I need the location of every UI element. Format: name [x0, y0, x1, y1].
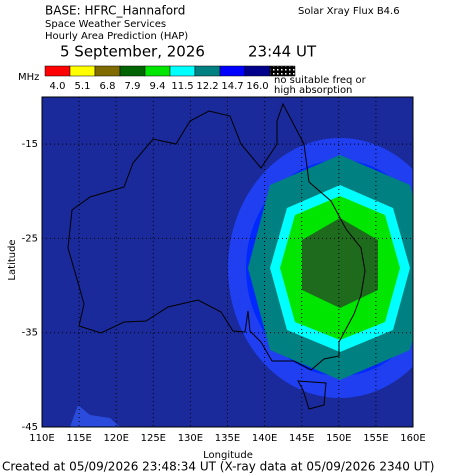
x-tick-label: 155E — [363, 433, 388, 444]
x-tick-label: 130E — [178, 433, 203, 444]
legend-swatch — [194, 65, 221, 77]
contour — [302, 218, 378, 308]
legend-swatch — [219, 65, 246, 77]
y-tick-label: -45 — [22, 422, 38, 433]
x-tick-label: 150E — [326, 433, 351, 444]
legend-label: 16.0 — [246, 81, 268, 92]
time: 23:44 UT — [248, 43, 317, 61]
x-tick-label: 125E — [141, 433, 166, 444]
contour — [70, 405, 120, 427]
legend-swatch — [144, 65, 171, 77]
y-tick-label: -25 — [22, 233, 38, 244]
x-tick-label: 145E — [289, 433, 314, 444]
y-tick-label: -35 — [22, 328, 38, 339]
x-tick-label: 120E — [103, 433, 128, 444]
legend-label: 9.4 — [150, 81, 166, 92]
x-tick-label: 135E — [215, 433, 240, 444]
legend-label: 14.7 — [221, 81, 243, 92]
xray-flux: Solar Xray Flux B4.6 — [298, 6, 400, 17]
legend-label: 12.2 — [196, 81, 218, 92]
x-tick-label: 115E — [66, 433, 91, 444]
legend-label: 5.1 — [75, 81, 91, 92]
product-name: Hourly Area Prediction (HAP) — [45, 31, 188, 42]
x-tick-label: 110E — [29, 433, 54, 444]
legend-swatch — [69, 65, 96, 77]
map-area — [42, 97, 413, 427]
coastline — [297, 380, 327, 410]
y-axis-label: Latitude — [7, 239, 18, 280]
legend-label: 7.9 — [125, 81, 141, 92]
legend-label: 4.0 — [50, 81, 66, 92]
legend-note: no suitable freq or — [274, 75, 367, 86]
x-tick-label: 140E — [252, 433, 277, 444]
x-axis-label: Longitude — [203, 450, 253, 461]
base-station: BASE: HFRC_Hannaford — [45, 4, 185, 18]
legend: 4.0 5.1 6.8 7.9 9.4 11.5 12.2 14.7 16.0 — [44, 65, 296, 92]
legend-label: 11.5 — [171, 81, 193, 92]
legend-swatch — [94, 65, 121, 77]
grid: 110E 115E 120E 125E 130E 135E 140E 145E 150E 155E… — [22, 97, 426, 444]
legend-unit: MHz — [18, 72, 39, 83]
service-name: Space Weather Services — [45, 19, 166, 30]
coastline — [67, 102, 366, 371]
legend-swatch — [44, 65, 71, 77]
date: 5 September, 2026 — [60, 43, 205, 61]
legend-note: high absorption — [274, 85, 352, 96]
legend-swatch — [269, 65, 296, 77]
y-tick-label: -15 — [22, 139, 38, 150]
legend-swatch — [244, 65, 271, 77]
legend-label: 6.8 — [100, 81, 116, 92]
plot-frame — [41, 96, 414, 428]
legend-swatch — [119, 65, 146, 77]
footer: Created at 05/09/2026 23:48:34 UT (X-ray… — [2, 460, 434, 474]
x-tick-label: 160E — [400, 433, 425, 444]
legend-swatch — [169, 65, 196, 77]
